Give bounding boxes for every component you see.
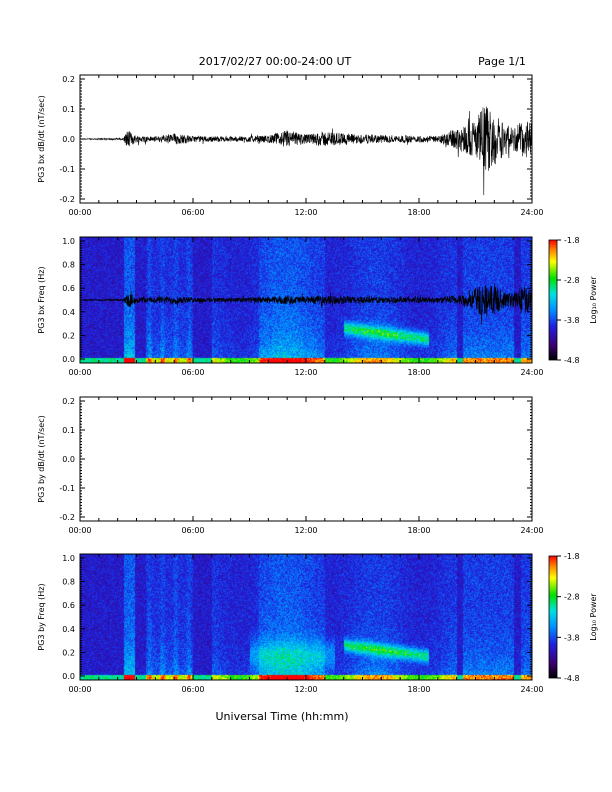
x-tick-label: 12:00: [294, 208, 317, 217]
x-tick-label: 06:00: [181, 208, 204, 217]
y-tick-label: 0.0: [62, 135, 75, 144]
by-spectrogram-x-ticks: 00:00 06:00 12:00 18:00 24:00: [68, 554, 544, 694]
x-tick-label: 24:00: [520, 368, 543, 377]
x-tick-label: 06:00: [181, 685, 204, 694]
bx-dbdt-x-ticks: 00:00 06:00 12:00 18:00 24:00: [68, 75, 544, 217]
y-tick-label: 0.2: [62, 75, 75, 84]
by-spectrogram-ylabel: PG3 by Freq (Hz): [37, 583, 46, 650]
y-tick-label: 0.0: [62, 355, 75, 364]
y-tick-label: 1.0: [62, 554, 75, 563]
by-spectrogram-heatmap: [80, 554, 532, 680]
by-dbdt-x-ticks: 00:00 06:00 12:00 18:00 24:00: [68, 397, 544, 535]
bx-spectrogram-ylabel: PG3 bx Freq (Hz): [37, 266, 46, 333]
by-dbdt-series-line: [79, 283, 533, 325]
page-number: Page 1/1: [478, 55, 526, 68]
y-tick-label: -0.1: [59, 484, 75, 493]
x-tick-label: 12:00: [294, 685, 317, 694]
by-spectrogram-y-ticks: 1.0 0.8 0.6 0.4 0.2 0.0: [62, 554, 532, 681]
y-tick-label: 1.0: [62, 237, 75, 246]
y-tick-label: 0.4: [62, 308, 75, 317]
colorbar-2-label: Log₁₀ Power: [589, 593, 598, 641]
x-tick-label: 18:00: [407, 368, 430, 377]
bx-dbdt-y-ticks: 0.2 0.1 0.0 -0.1 -0.2: [59, 75, 532, 204]
y-tick-label: -0.2: [59, 513, 75, 522]
panel-bx-dbdt: 0.2 0.1 0.0 -0.1 -0.2 00:00 06:00 12:00 18:00 24…: [37, 74, 544, 217]
x-tick-label: 00:00: [68, 526, 91, 535]
colorbar-1: [548, 239, 558, 361]
bx-dbdt-series-line: [79, 106, 533, 196]
y-tick-label: 0.2: [62, 331, 75, 340]
x-tick-label: 18:00: [407, 685, 430, 694]
by-dbdt-frame: [79, 396, 533, 522]
x-tick-label: 00:00: [68, 368, 91, 377]
y-tick-label: 0.8: [62, 578, 75, 587]
x-tick-label: 24:00: [520, 526, 543, 535]
colorbar-2-ticks: -1.8 -2.8 -3.8 -4.8: [557, 552, 580, 683]
x-tick-label: 06:00: [181, 526, 204, 535]
x-tick-label: 12:00: [294, 526, 317, 535]
panel-by-dbdt: 0.2 0.1 0.0 -0.1 -0.2 00:00 06:00 12:00 18:00 24…: [37, 283, 544, 535]
y-tick-label: -0.1: [59, 165, 75, 174]
bx-dbdt-ylabel: PG3 bx dB/dt (nT/sec): [37, 95, 46, 182]
y-tick-label: 0.0: [62, 455, 75, 464]
colorbar-tick-label: -2.8: [564, 276, 580, 285]
y-tick-label: 0.1: [62, 426, 75, 435]
y-tick-label: -0.2: [59, 195, 75, 204]
y-tick-label: 0.2: [62, 397, 75, 406]
x-tick-label: 00:00: [68, 685, 91, 694]
colorbar-tick-label: -1.8: [564, 236, 580, 245]
x-tick-label: 00:00: [68, 208, 91, 217]
colorbar-1-label: Log₁₀ Power: [589, 276, 598, 324]
x-tick-label: 12:00: [294, 368, 317, 377]
x-tick-label: 24:00: [520, 208, 543, 217]
colorbar-2: [548, 555, 558, 679]
colorbar-tick-label: -2.8: [564, 593, 580, 602]
y-tick-label: 0.6: [62, 601, 75, 610]
y-tick-label: 0.6: [62, 284, 75, 293]
by-dbdt-y-ticks: 0.2 0.1 0.0 -0.1 -0.2: [59, 397, 532, 522]
y-tick-label: 0.1: [62, 105, 75, 114]
x-tick-label: 06:00: [181, 368, 204, 377]
x-tick-label: 18:00: [407, 526, 430, 535]
colorbar-tick-label: -1.8: [564, 552, 580, 561]
colorbar-tick-label: -3.8: [564, 633, 580, 642]
page-title: 2017/02/27 00:00-24:00 UT: [199, 55, 352, 68]
by-dbdt-ylabel: PG3 by dB/dt (nT/sec): [37, 415, 46, 502]
bx-spectrogram-y-ticks: 1.0 0.8 0.6 0.4 0.2 0.0: [62, 237, 532, 364]
bx-spectrogram-x-ticks: 00:00 06:00 12:00 18:00 24:00: [68, 237, 544, 377]
x-tick-label: 24:00: [520, 685, 543, 694]
y-tick-label: 0.0: [62, 672, 75, 681]
colorbar-tick-label: -3.8: [564, 316, 580, 325]
colorbar-tick-label: -4.8: [564, 674, 580, 683]
x-tick-label: 18:00: [407, 208, 430, 217]
y-tick-label: 0.2: [62, 648, 75, 657]
colorbar-1-ticks: -1.8 -2.8 -3.8 -4.8: [557, 236, 580, 365]
panel-by-spectrogram: 1.0 0.8 0.6 0.4 0.2 0.0 00:00 06:00 12:00 18:00 2…: [37, 552, 598, 694]
colorbar-tick-label: -4.8: [564, 356, 580, 365]
y-tick-label: 0.4: [62, 625, 75, 634]
panel-bx-spectrogram: 1.0 0.8 0.6 0.4 0.2 0.0 00:00 06:00 12:00 18:00 2…: [37, 236, 598, 377]
x-axis-title: Universal Time (hh:mm): [216, 710, 349, 723]
y-tick-label: 0.8: [62, 261, 75, 270]
